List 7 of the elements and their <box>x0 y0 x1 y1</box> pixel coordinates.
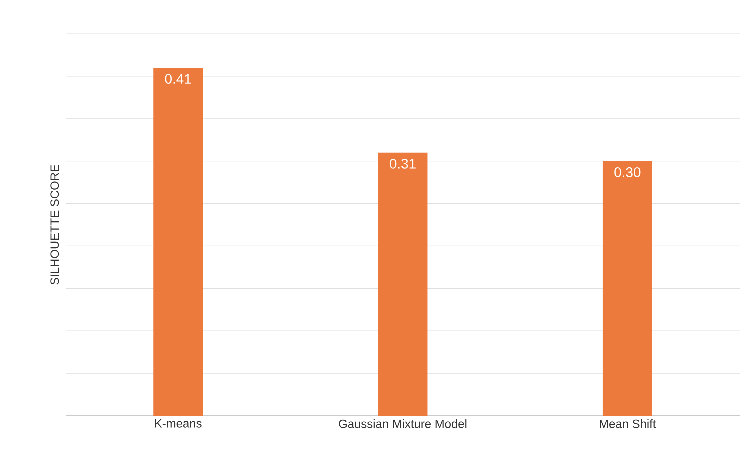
x-tick-label: Mean Shift <box>600 420 656 428</box>
x-tick-label: K-means <box>155 420 202 428</box>
data-label: 0.41 <box>165 74 192 84</box>
x-tick-label: Gaussian Mixture Model <box>339 420 467 428</box>
y-axis-title: SILHOUETTE SCORE <box>50 165 60 285</box>
data-label: 0.30 <box>614 168 641 178</box>
data-label: 0.31 <box>390 159 416 169</box>
